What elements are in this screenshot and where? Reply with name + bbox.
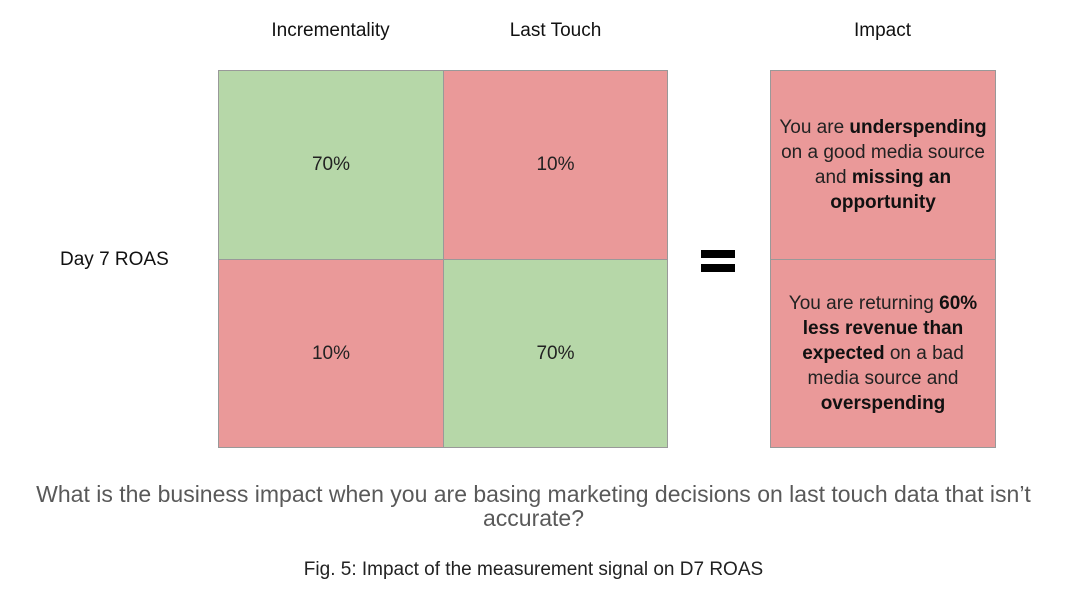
impact-box-underspending: You are underspending on a good media so…	[770, 70, 996, 260]
impact-text-overspending: You are returning 60% less revenue than …	[788, 293, 978, 414]
business-impact-question: What is the business impact when you are…	[36, 481, 1031, 531]
cell-last-touch-bottom: 70%	[443, 259, 668, 448]
cell-last-touch-top: 10%	[443, 70, 668, 260]
figure-caption: Fig. 5: Impact of the measurement signal…	[303, 559, 764, 580]
cell-incrementality-top: 70%	[218, 70, 444, 260]
column-header-incrementality: Incrementality	[271, 20, 390, 41]
row-label-day7-roas: Day 7 ROAS	[60, 249, 169, 270]
equals-icon	[698, 242, 738, 278]
impact-box-overspending: You are returning 60% less revenue than …	[770, 259, 996, 448]
impact-text-underspending: You are underspending on a good media so…	[779, 117, 987, 213]
column-header-impact: Impact	[853, 20, 912, 41]
cell-incrementality-bottom: 10%	[218, 259, 444, 448]
column-header-last-touch: Last Touch	[509, 20, 602, 41]
